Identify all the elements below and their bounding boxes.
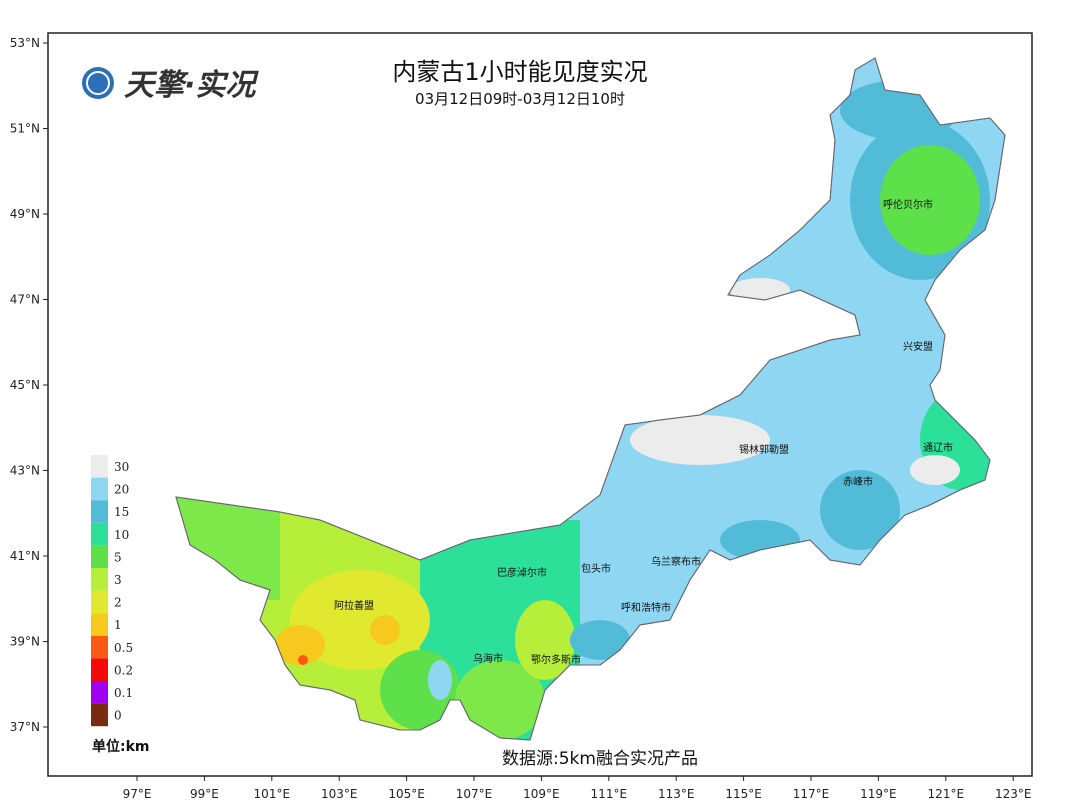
city-label: 呼和浩特市 xyxy=(621,601,671,614)
legend-label: 30 xyxy=(114,460,129,474)
city-label: 锡林郭勒盟 xyxy=(739,443,789,456)
legend-label: 0.1 xyxy=(114,686,133,700)
legend-unit: 单位:km xyxy=(92,738,150,755)
city-label: 赤峰市 xyxy=(843,475,873,488)
city-label: 呼伦贝尔市 xyxy=(883,198,933,211)
legend-label: 2 xyxy=(114,596,122,610)
lon-tick-label: 123°E xyxy=(995,787,1032,801)
lon-tick-label: 107°E xyxy=(456,787,493,801)
legend-label: 0.5 xyxy=(114,641,133,655)
legend-label: 5 xyxy=(114,550,122,564)
legend-label: 0 xyxy=(114,709,122,723)
legend-swatch xyxy=(91,635,108,659)
legend-label: 0.2 xyxy=(114,663,133,677)
legend-swatch xyxy=(91,590,108,614)
city-label: 阿拉善盟 xyxy=(334,599,374,612)
lat-tick-label: 49°N xyxy=(10,207,40,221)
legend-swatch xyxy=(91,568,108,591)
legend-swatch xyxy=(91,681,108,704)
legend-label: 20 xyxy=(114,483,129,497)
lat-tick-label: 39°N xyxy=(10,635,40,649)
legend-label: 3 xyxy=(114,573,122,587)
legend-swatch xyxy=(91,500,108,523)
lat-tick-label: 53°N xyxy=(10,36,40,50)
legend-label: 1 xyxy=(114,618,122,632)
lon-tick-label: 121°E xyxy=(928,787,965,801)
lat-tick-label: 37°N xyxy=(10,720,40,734)
legend-swatch xyxy=(91,477,108,501)
lat-tick-label: 41°N xyxy=(10,549,40,563)
city-label: 包头市 xyxy=(581,562,611,575)
city-label: 兴安盟 xyxy=(903,340,933,353)
lon-tick-label: 117°E xyxy=(793,787,830,801)
lon-tick-label: 111°E xyxy=(591,787,628,801)
city-label: 乌海市 xyxy=(473,652,503,665)
legend-swatch xyxy=(91,455,108,478)
lon-tick-label: 115°E xyxy=(725,787,762,801)
lat-tick-label: 51°N xyxy=(10,122,40,136)
city-label: 通辽市 xyxy=(923,441,953,454)
lat-tick-label: 45°N xyxy=(10,378,40,392)
legend-swatch xyxy=(91,613,108,636)
legend-swatch xyxy=(91,545,108,568)
legend: 30 20 15 10 5 3 2 1 0.5 0.2 0.1 0 xyxy=(91,455,133,727)
lat-axis: 53°N 51°N 49°N 47°N 45°N 43°N 41°N 39°N 37°N xyxy=(10,36,48,734)
legend-label: 10 xyxy=(114,528,129,542)
legend-swatch xyxy=(91,658,108,681)
lon-tick-label: 109°E xyxy=(523,787,560,801)
data-source: 数据源:5km融合实况产品 xyxy=(502,749,698,769)
legend-label: 15 xyxy=(114,505,129,519)
lat-tick-label: 47°N xyxy=(10,293,40,307)
lon-tick-label: 99°E xyxy=(190,787,219,801)
lon-tick-label: 105°E xyxy=(388,787,425,801)
lon-tick-label: 97°E xyxy=(123,787,152,801)
lon-tick-label: 119°E xyxy=(860,787,897,801)
map-subtitle: 03月12日09时-03月12日10时 xyxy=(415,90,625,108)
logo: 天擎·实况 xyxy=(82,67,259,103)
lon-tick-label: 113°E xyxy=(658,787,695,801)
lon-axis: 97°E 99°E 101°E 103°E 105°E 107°E 109°E 111°E 11… xyxy=(123,776,1032,801)
lat-tick-label: 43°N xyxy=(10,464,40,478)
legend-swatch xyxy=(91,703,108,727)
map-title: 内蒙古1小时能见度实况 xyxy=(392,58,647,86)
logo-text: 天擎·实况 xyxy=(124,68,259,103)
lon-tick-label: 103°E xyxy=(321,787,358,801)
legend-swatch xyxy=(91,522,108,546)
lon-tick-label: 101°E xyxy=(254,787,291,801)
city-label: 乌兰察布市 xyxy=(651,555,701,568)
city-label: 鄂尔多斯市 xyxy=(531,653,581,666)
city-label: 巴彦淖尔市 xyxy=(497,566,547,579)
region-border xyxy=(175,57,1006,741)
